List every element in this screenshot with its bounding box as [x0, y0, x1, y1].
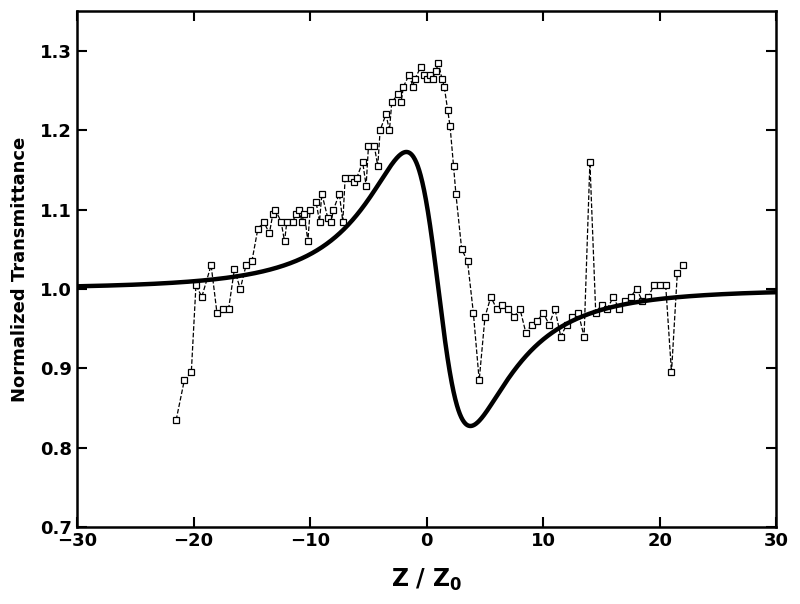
X-axis label: $\bf{Z\ /\ Z_0}$: $\bf{Z\ /\ Z_0}$ — [391, 567, 462, 593]
Y-axis label: Normalized Transmittance: Normalized Transmittance — [11, 137, 29, 402]
